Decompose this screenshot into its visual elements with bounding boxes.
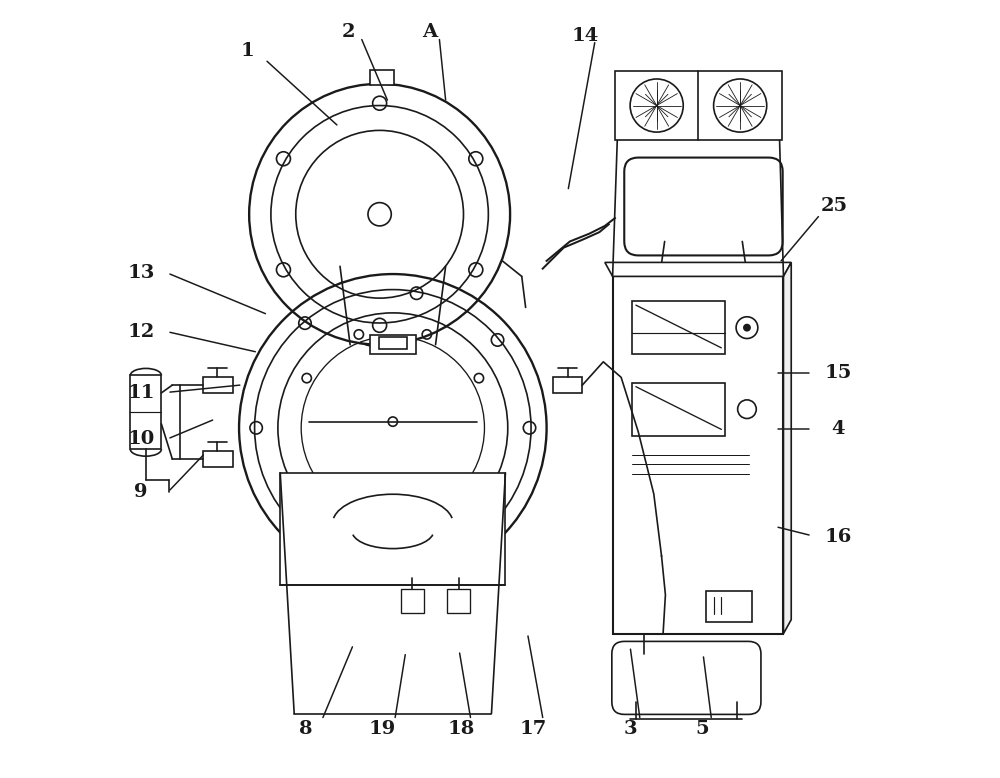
Text: 9: 9 <box>134 482 148 500</box>
Text: 15: 15 <box>824 364 852 383</box>
Text: 14: 14 <box>572 26 599 44</box>
Polygon shape <box>783 262 791 633</box>
Bar <box>203 451 233 467</box>
Bar <box>379 337 407 349</box>
Text: 16: 16 <box>824 527 852 545</box>
FancyBboxPatch shape <box>612 641 761 714</box>
Bar <box>553 377 582 393</box>
Text: 25: 25 <box>820 198 848 216</box>
Text: 19: 19 <box>368 720 396 738</box>
Bar <box>706 591 752 622</box>
Text: 17: 17 <box>520 720 547 738</box>
Text: 12: 12 <box>128 324 155 342</box>
Text: 13: 13 <box>128 264 155 282</box>
Bar <box>632 383 725 436</box>
Text: 4: 4 <box>831 420 845 438</box>
Text: 5: 5 <box>695 720 709 738</box>
Text: 10: 10 <box>128 430 155 448</box>
Text: 2: 2 <box>342 23 355 40</box>
Bar <box>401 590 424 612</box>
Bar <box>447 590 470 612</box>
Circle shape <box>744 324 750 331</box>
Bar <box>615 71 782 141</box>
Text: 1: 1 <box>241 42 254 60</box>
Text: 11: 11 <box>127 384 155 402</box>
Text: 18: 18 <box>448 720 475 738</box>
Bar <box>632 301 725 354</box>
Text: A: A <box>423 23 438 40</box>
Polygon shape <box>605 262 791 276</box>
Bar <box>370 70 394 86</box>
Text: 8: 8 <box>299 720 313 738</box>
Bar <box>280 473 505 586</box>
FancyBboxPatch shape <box>624 158 783 255</box>
Text: 3: 3 <box>624 720 637 738</box>
Bar <box>613 276 783 633</box>
Bar <box>370 335 416 354</box>
Bar <box>130 376 161 449</box>
Bar <box>203 377 233 393</box>
